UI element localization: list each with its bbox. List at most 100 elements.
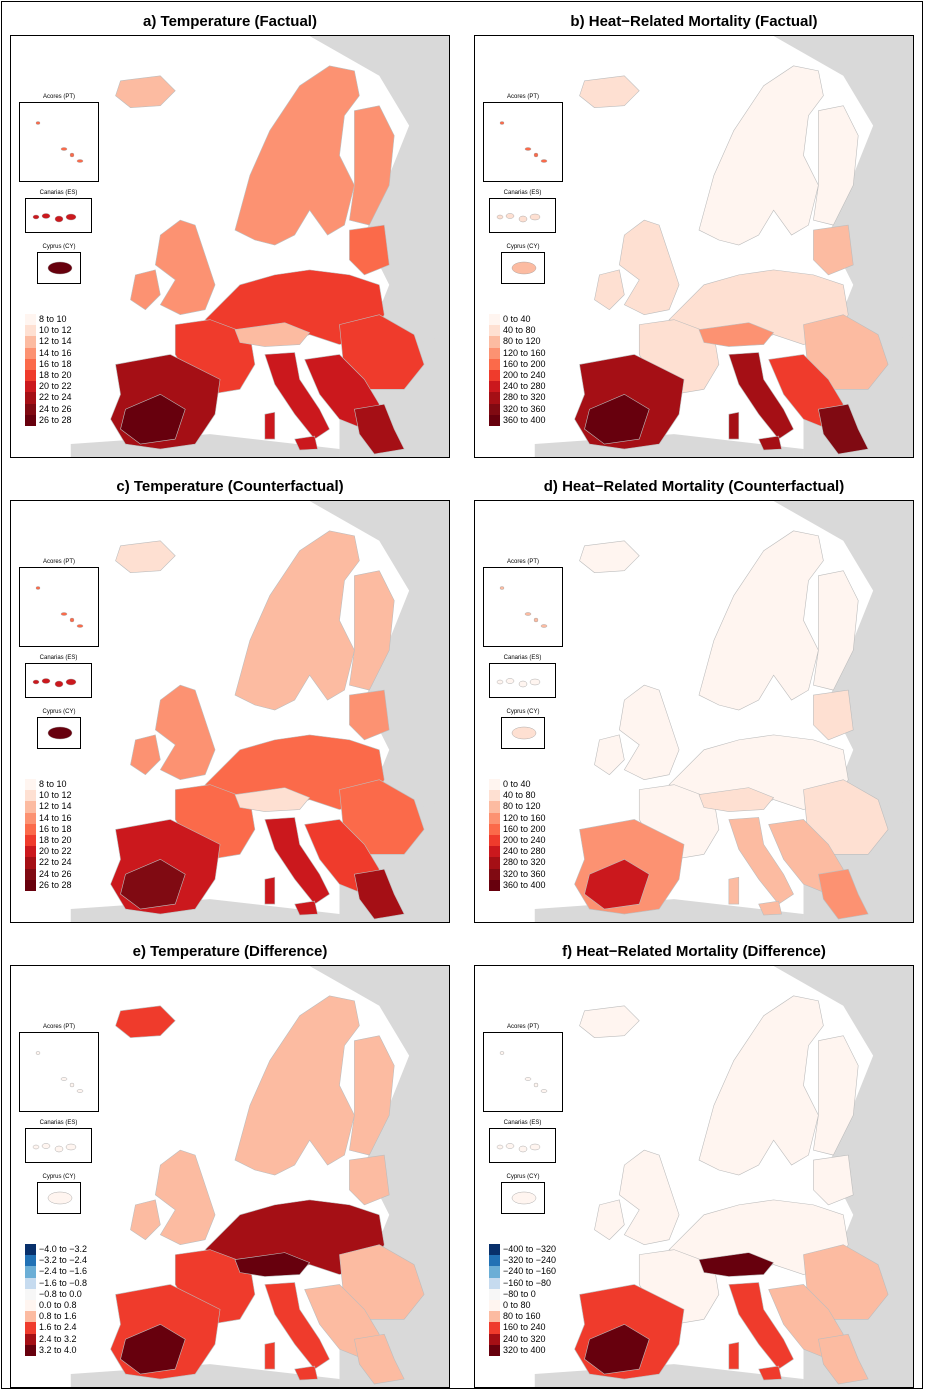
legend-label: 160 to 200 bbox=[503, 358, 546, 369]
island bbox=[76, 1089, 84, 1093]
legend-label: −2.4 to −1.6 bbox=[39, 1266, 88, 1277]
region-britain bbox=[155, 1149, 216, 1245]
region-iceland bbox=[579, 540, 640, 573]
inset-canarias-label: Canarias (ES) bbox=[39, 190, 78, 196]
legend-swatch bbox=[489, 1255, 500, 1267]
region-sicily bbox=[758, 1365, 782, 1381]
island bbox=[69, 617, 75, 623]
region-sardinia bbox=[728, 876, 740, 905]
legend-swatch bbox=[25, 790, 36, 802]
inset-canarias bbox=[25, 1128, 92, 1163]
island bbox=[32, 679, 40, 685]
legend-swatch bbox=[25, 392, 36, 404]
island bbox=[511, 261, 537, 275]
region-iceland bbox=[579, 1005, 640, 1038]
legend-swatch bbox=[489, 1322, 500, 1334]
island bbox=[32, 1144, 40, 1150]
region-sicily bbox=[294, 900, 318, 916]
legend-label: 320 to 400 bbox=[503, 1344, 546, 1355]
legend-swatch bbox=[25, 358, 36, 370]
region-britain bbox=[619, 1149, 680, 1245]
map-area: Acores (PT) Canarias (ES) Cyprus (CY) −4.0 … bbox=[10, 965, 450, 1388]
legend-swatch bbox=[25, 414, 36, 426]
inset-canarias bbox=[489, 1128, 556, 1163]
region-alps bbox=[698, 322, 775, 347]
legend-label: 12 to 14 bbox=[39, 336, 72, 347]
inset-acores-map bbox=[35, 121, 84, 163]
legend-swatch bbox=[489, 834, 500, 847]
inset-acores-map bbox=[35, 586, 84, 628]
region-ireland bbox=[594, 1199, 625, 1241]
legend-label: 26 to 28 bbox=[39, 414, 72, 425]
inset-cyprus-label: Cyprus (CY) bbox=[42, 244, 76, 250]
island bbox=[41, 678, 51, 684]
map-panel-a: a) Temperature (Factual) Acores (PT) Canar… bbox=[10, 13, 450, 458]
island bbox=[35, 1051, 41, 1055]
region-alps bbox=[234, 1252, 311, 1277]
inset-cyprus-map bbox=[47, 261, 73, 275]
legend-label: 10 to 12 bbox=[39, 790, 72, 801]
region-britain bbox=[619, 219, 680, 315]
island bbox=[533, 617, 539, 623]
panel-title: c) Temperature (Counterfactual) bbox=[116, 478, 344, 495]
legend-label: −240 to −160 bbox=[503, 1266, 557, 1277]
legend-swatch bbox=[489, 823, 500, 835]
region-italy bbox=[728, 352, 794, 440]
legend-swatch bbox=[25, 336, 36, 348]
inset-acores-map bbox=[499, 121, 548, 163]
legend-label: 120 to 160 bbox=[503, 347, 546, 358]
region-sicily bbox=[758, 900, 782, 916]
legend-swatch bbox=[489, 369, 500, 382]
inset-cyprus bbox=[37, 1182, 81, 1214]
europe-choropleth bbox=[534, 36, 913, 457]
region-baltic bbox=[349, 689, 390, 741]
island bbox=[47, 726, 73, 740]
legend-label: 2.4 to 3.2 bbox=[39, 1333, 77, 1344]
legend-swatch bbox=[489, 868, 500, 880]
inset-canarias bbox=[25, 663, 92, 698]
inset-canarias-map bbox=[496, 213, 541, 223]
inset-cyprus-label: Cyprus (CY) bbox=[42, 709, 76, 715]
legend-label: 360 to 400 bbox=[503, 879, 546, 890]
inset-acores-map bbox=[35, 1051, 84, 1093]
legend-swatch bbox=[25, 823, 36, 835]
legend-swatch bbox=[25, 1344, 36, 1356]
legend-label: 80 to 120 bbox=[503, 801, 541, 812]
island bbox=[540, 1089, 548, 1093]
region-baltic bbox=[813, 1154, 854, 1206]
inset-cyprus bbox=[37, 252, 81, 284]
legend-swatch bbox=[25, 1299, 36, 1312]
legend-label: 1.6 to 2.4 bbox=[39, 1322, 77, 1333]
region-iceland bbox=[115, 75, 176, 108]
island bbox=[47, 261, 73, 275]
legend-swatch bbox=[489, 1344, 500, 1356]
island bbox=[524, 612, 532, 616]
island bbox=[69, 152, 75, 158]
legend-swatch bbox=[25, 403, 36, 415]
island bbox=[511, 1191, 537, 1205]
legend-swatch bbox=[25, 779, 36, 791]
island bbox=[65, 213, 77, 221]
inset-canarias-label: Canarias (ES) bbox=[39, 655, 78, 661]
island bbox=[41, 1143, 51, 1149]
region-italy bbox=[264, 1282, 330, 1370]
map-area: Acores (PT) Canarias (ES) Cyprus (CY) −400 … bbox=[474, 965, 914, 1388]
region-scandinavia bbox=[698, 530, 824, 711]
region-scandinavia bbox=[234, 65, 360, 246]
legend-label: 18 to 20 bbox=[39, 369, 72, 380]
region-sardinia bbox=[264, 1341, 276, 1370]
inset-acores bbox=[483, 567, 563, 647]
legend-swatch bbox=[25, 1288, 36, 1300]
legend-label: 240 to 280 bbox=[503, 381, 546, 392]
map-area: Acores (PT) Canarias (ES) Cyprus (CY) 8 to … bbox=[10, 35, 450, 458]
region-scandinavia bbox=[698, 65, 824, 246]
legend-label: 80 to 120 bbox=[503, 336, 541, 347]
island bbox=[76, 159, 84, 163]
inset-cyprus-label: Cyprus (CY) bbox=[506, 1174, 540, 1180]
region-sicily bbox=[758, 435, 782, 451]
legend-label: −160 to −80 bbox=[503, 1277, 552, 1288]
region-italy bbox=[728, 1282, 794, 1370]
legend-label: 22 to 24 bbox=[39, 392, 72, 403]
region-iberia-interior bbox=[584, 858, 650, 910]
